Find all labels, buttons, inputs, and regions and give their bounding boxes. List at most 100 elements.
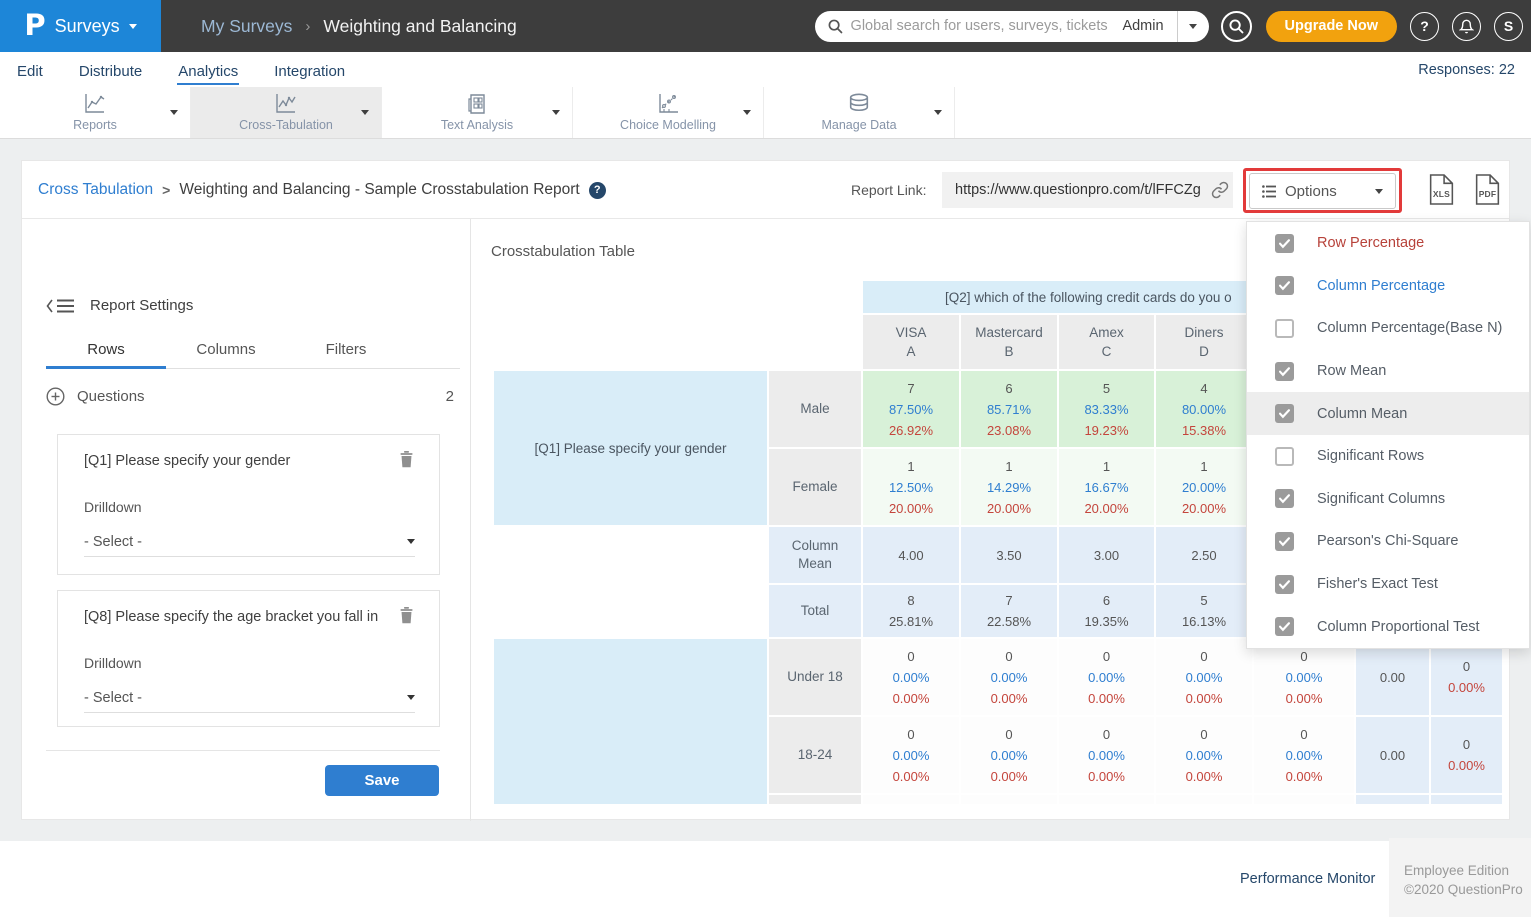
search-input[interactable]: [850, 18, 1119, 34]
crosstab-cell: 0 0.00% 0.00%: [1156, 639, 1252, 715]
option-column-percentage[interactable]: Column Percentage: [1247, 265, 1529, 308]
toolbar-reports[interactable]: Reports: [0, 87, 191, 138]
report-link-label: Report Link:: [851, 182, 927, 198]
link-icon[interactable]: [1207, 181, 1233, 199]
questions-count: 2: [445, 388, 454, 405]
crosstab-cell: [1059, 795, 1154, 804]
tab-filters[interactable]: Filters: [325, 341, 367, 358]
option-row-percentage[interactable]: Row Percentage: [1247, 222, 1529, 265]
option-column-mean[interactable]: Column Mean: [1247, 392, 1529, 435]
drilldown-select[interactable]: - Select -: [84, 683, 415, 713]
edition-label: Employee Edition: [1404, 863, 1510, 878]
save-button[interactable]: Save: [325, 765, 439, 796]
drilldown-select[interactable]: - Select -: [84, 527, 415, 557]
crosstab-cell: 0 0.00% 0.00%: [1254, 717, 1354, 793]
tab-rows[interactable]: Rows: [46, 337, 166, 369]
pdf-label: PDF: [1478, 189, 1497, 199]
checkbox-checked-icon[interactable]: [1275, 361, 1294, 381]
crosstab-cell: [863, 795, 959, 804]
crosstab-cell: 1 16.67% 20.00%: [1059, 449, 1154, 525]
toolbar-choice-modelling[interactable]: Choice Modelling: [573, 87, 764, 138]
questionpro-logo: P: [24, 8, 46, 42]
drilldown-label: Drilldown: [84, 655, 142, 671]
crosstab-row-question: [Q1] Please specify your gender: [494, 371, 767, 525]
report-breadcrumb: Cross Tabulation > Weighting and Balanci…: [38, 181, 606, 199]
option-label: Column Proportional Test: [1317, 618, 1480, 635]
tab-columns[interactable]: Columns: [196, 341, 256, 358]
settings-title: Report Settings: [90, 297, 194, 314]
toolbar-label: Cross-Tabulation: [239, 118, 333, 132]
chevron-down-icon: [407, 695, 415, 700]
checkbox-checked-icon[interactable]: [1275, 233, 1294, 253]
report-url-input[interactable]: [942, 182, 1207, 198]
toolbar-text-analysis[interactable]: Text Analysis: [382, 87, 573, 138]
options-menu: Row Percentage Column Percentage Column Pe…: [1246, 221, 1530, 649]
option-label: Row Percentage: [1317, 235, 1425, 252]
help-button[interactable]: ?: [1410, 11, 1439, 41]
help-icon[interactable]: ?: [588, 181, 606, 199]
search-submit-button[interactable]: [1220, 10, 1252, 42]
delete-question-button[interactable]: [398, 606, 415, 625]
chevron-down-icon: [361, 110, 369, 115]
tab-integration[interactable]: Integration: [274, 62, 346, 80]
search-icon: [1229, 18, 1243, 33]
question-mark-icon: ?: [1420, 18, 1429, 34]
notifications-button[interactable]: [1452, 11, 1481, 41]
breadcrumb-my-surveys[interactable]: My Surveys: [201, 15, 293, 36]
export-xls-button[interactable]: XLS: [1428, 174, 1455, 205]
options-button[interactable]: Options: [1249, 173, 1396, 209]
delete-question-button[interactable]: [398, 450, 415, 469]
checkbox-unchecked-icon[interactable]: [1275, 318, 1294, 338]
checkbox-checked-icon[interactable]: [1275, 531, 1294, 551]
tab-distribute[interactable]: Distribute: [78, 62, 143, 80]
breadcrumb-separator-icon: ›: [305, 17, 311, 35]
cross-tabulation-link[interactable]: Cross Tabulation: [38, 181, 154, 198]
spacer-cell: [494, 315, 767, 369]
crosstab-column-header: Diners D: [1156, 315, 1252, 369]
file-icon: [1475, 174, 1500, 205]
option-significant-rows[interactable]: Significant Rows: [1247, 435, 1529, 478]
option-fisher-s-exact-test[interactable]: Fisher's Exact Test: [1247, 563, 1529, 606]
export-pdf-button[interactable]: PDF: [1474, 174, 1501, 205]
option-label: Column Percentage: [1317, 277, 1446, 294]
checkbox-checked-icon[interactable]: [1275, 404, 1294, 424]
option-pearson-s-chi-square[interactable]: Pearson's Chi-Square: [1247, 520, 1529, 563]
checkbox-checked-icon[interactable]: [1275, 276, 1294, 296]
survey-nav: Edit Distribute Analytics Integration Re…: [0, 52, 1531, 87]
crosstab-cell: [1356, 795, 1429, 804]
edition-box: Employee Edition ©2020 QuestionPro: [1389, 838, 1531, 917]
report-header: Cross Tabulation > Weighting and Balanci…: [22, 161, 1509, 219]
chevron-down-icon: [407, 539, 415, 544]
question-card: [Q8] Please specify the age bracket you …: [57, 590, 440, 727]
option-significant-columns[interactable]: Significant Columns: [1247, 478, 1529, 521]
crosstab-cell: 0 0.00% 0.00%: [1254, 639, 1354, 715]
search-scope-dropdown[interactable]: [1178, 23, 1209, 29]
crosstab-cell: 7 87.50% 26.92%: [863, 371, 959, 447]
spacer-cell: [769, 315, 861, 369]
option-column-proportional-test[interactable]: Column Proportional Test: [1247, 605, 1529, 648]
tab-analytics[interactable]: Analytics: [177, 55, 240, 85]
collapse-panel-icon[interactable]: [46, 298, 76, 314]
checkbox-unchecked-icon[interactable]: [1275, 446, 1294, 466]
spacer-cell: [769, 281, 861, 313]
add-question-button[interactable]: [46, 387, 65, 406]
crosstab-cell: 7 22.58%: [961, 585, 1057, 637]
option-row-mean[interactable]: Row Mean: [1247, 350, 1529, 393]
checkbox-checked-icon[interactable]: [1275, 574, 1294, 594]
toolbar-manage-data[interactable]: Manage Data: [764, 87, 955, 138]
select-value: - Select -: [84, 533, 143, 550]
performance-monitor-link[interactable]: Performance Monitor: [1240, 871, 1376, 887]
option-column-percentage-base-n-[interactable]: Column Percentage(Base N): [1247, 307, 1529, 350]
crosstab-cell: 4.00: [863, 527, 959, 583]
avatar[interactable]: S: [1494, 11, 1523, 41]
product-menu[interactable]: P Surveys: [0, 0, 161, 52]
search-scope-selector[interactable]: Admin: [1122, 18, 1164, 34]
checkbox-checked-icon[interactable]: [1275, 489, 1294, 509]
tab-edit[interactable]: Edit: [17, 62, 43, 80]
checkbox-checked-icon[interactable]: [1275, 617, 1294, 637]
question-text: [Q1] Please specify your gender: [84, 453, 291, 469]
toolbar-cross-tabulation[interactable]: Cross-Tabulation: [191, 87, 382, 138]
avatar-letter: S: [1503, 18, 1514, 34]
page-title: Weighting and Balancing - Sample Crossta…: [179, 181, 580, 198]
upgrade-now-button[interactable]: Upgrade Now: [1265, 10, 1397, 42]
